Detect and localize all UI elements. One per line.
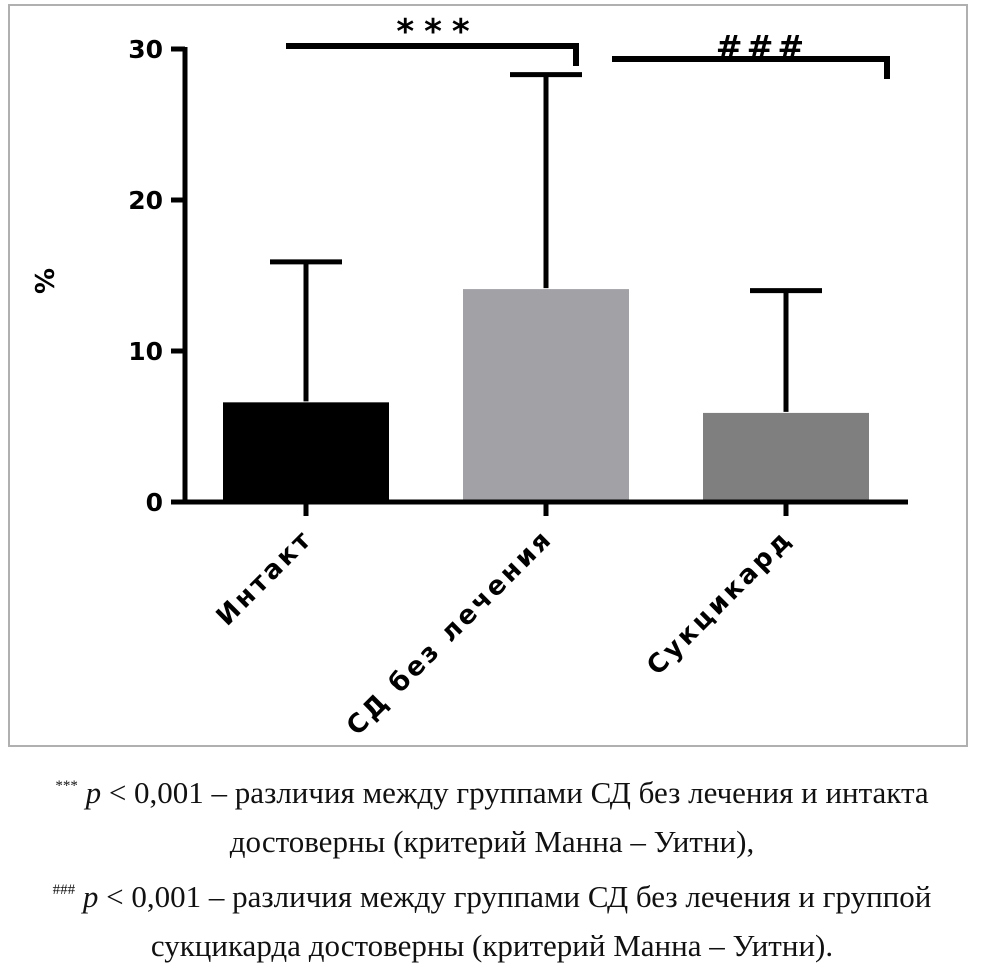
figure-caption: *** p < 0,001 – различия между группами … xyxy=(0,762,984,970)
caption-text-3: < 0,001 – различия между группами СД без… xyxy=(106,879,932,914)
y-tick-label-1: 10 xyxy=(128,337,163,366)
caption-p-3: p xyxy=(82,879,99,914)
y-tick-label-0: 0 xyxy=(146,488,163,517)
caption-marker-hashes: ### xyxy=(52,882,76,898)
x-category-label-1: СД без лечения xyxy=(341,524,559,742)
x-category-label-2: Сукцикард xyxy=(641,524,799,682)
y-axis-label: % xyxy=(31,268,61,294)
significance-label-0: *** xyxy=(396,12,479,52)
caption-line-3: ### p < 0,001 – различия между группами … xyxy=(0,866,984,921)
bar-2 xyxy=(703,412,869,502)
caption-line-1: *** p < 0,001 – различия между группами … xyxy=(0,762,984,817)
y-tick-label-2: 20 xyxy=(128,186,163,215)
significance-bracket-1 xyxy=(612,56,890,79)
significance-bracket-0 xyxy=(286,43,579,66)
y-tick-label-3: 30 xyxy=(128,35,163,64)
chart-frame: 0 10 20 30% Интакт СД без лечения Сукцикард ***… xyxy=(8,4,968,747)
caption-marker-stars: *** xyxy=(55,778,78,794)
bar-0 xyxy=(223,402,389,502)
bar-chart: 0 10 20 30% Интакт СД без лечения Сукцикард ***… xyxy=(31,12,908,742)
bar-1 xyxy=(463,289,629,502)
caption-text-1: < 0,001 – различия между группами СД без… xyxy=(108,775,929,810)
caption-line-4: сукцикарда достоверны (критерий Манна – … xyxy=(150,928,834,963)
x-category-label-0: Интакт xyxy=(211,524,319,632)
caption-p-1: p xyxy=(85,775,102,810)
caption-line-2: достоверны (критерий Манна – Уитни), xyxy=(229,824,755,859)
significance-label-1: ### xyxy=(716,28,808,66)
